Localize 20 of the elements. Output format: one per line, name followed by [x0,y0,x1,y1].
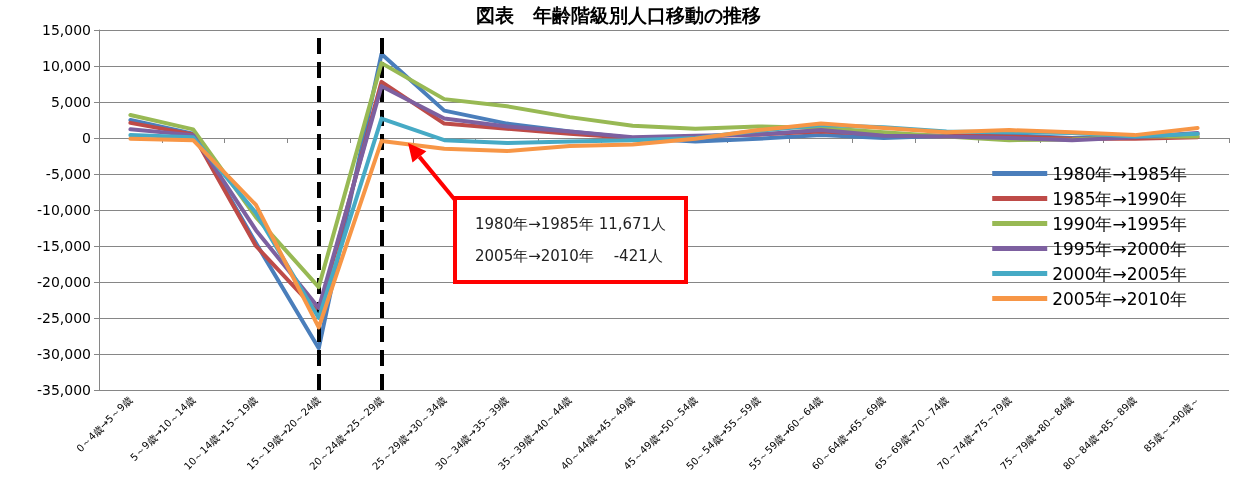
y-tick-label: -5,000 [45,166,91,182]
legend-label: 2005年→2010年 [1052,288,1188,309]
x-tick-label: 85歳～→90歳～ [1141,394,1202,455]
y-tick-label: -10,000 [36,202,91,218]
callout-box: 1980年→1985年 11,671人 2005年→2010年 -421人 [453,196,689,284]
y-tick-label: -35,000 [36,382,91,398]
legend-label: 1990年→1995年 [1052,213,1188,234]
y-tick-label: 15,000 [42,22,91,38]
legend-label: 1980年→1985年 [1052,163,1188,184]
chart-title: 図表 年齢階級別人口移動の推移 [476,3,761,26]
y-tick-label: -20,000 [36,274,91,290]
legend-label: 2000年→2005年 [1052,263,1188,284]
y-tick-label: -25,000 [36,310,91,326]
y-tick-label: 10,000 [42,58,91,74]
y-tick-label: -15,000 [36,238,91,254]
y-tick-label: -30,000 [36,346,91,362]
y-tick-label: 5,000 [50,94,91,110]
y-tick-label: 0 [82,130,91,146]
legend-label: 1995年→2000年 [1052,238,1188,259]
legend-label: 1985年→1990年 [1052,188,1188,209]
